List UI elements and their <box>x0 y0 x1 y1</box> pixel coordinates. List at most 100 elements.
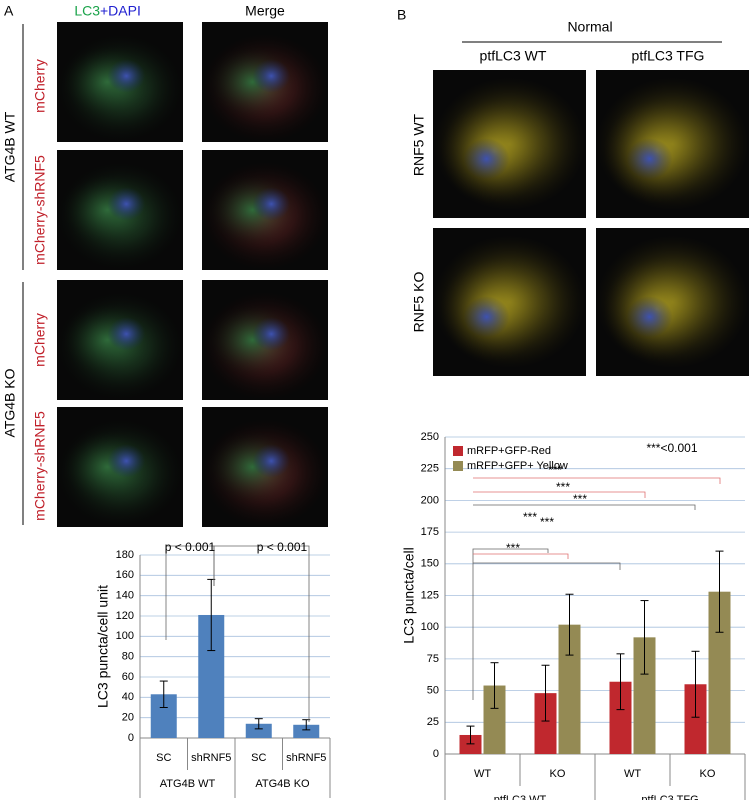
error-bar <box>616 653 625 711</box>
error-bar <box>715 550 724 633</box>
error-bar <box>254 718 263 730</box>
legend-label: mRFP+GFP+ Yellow <box>467 460 568 472</box>
panel-label: A <box>4 3 14 19</box>
annotation: p < 0.001 <box>165 540 216 554</box>
x-tick-label: WT <box>474 768 491 780</box>
header: ptfLC3 TFG <box>632 48 705 64</box>
cell <box>107 444 146 478</box>
bar <box>534 693 557 754</box>
bar <box>558 624 581 754</box>
x-tick-label: KO <box>700 768 716 780</box>
header: Merge <box>245 3 285 19</box>
y-tick-label: 75 <box>427 653 439 665</box>
group-label: ATG4B KO <box>2 368 18 437</box>
x-tick-label: WT <box>624 768 641 780</box>
x-tick-label: shRNF5 <box>191 752 231 764</box>
annotation: *** <box>556 480 570 494</box>
bracket <box>473 477 721 484</box>
row-label: mCherry-shRNF5 <box>32 155 48 265</box>
bar <box>708 591 731 754</box>
error-bar <box>565 593 574 656</box>
legend-label: mRFP+GFP-Red <box>467 445 551 457</box>
row-label: mCherry-shRNF5 <box>32 411 48 521</box>
row-label: RNF5 WT <box>411 113 427 176</box>
cell <box>463 296 510 338</box>
annotation: p < 0.001 <box>257 540 308 554</box>
cell <box>252 317 291 351</box>
cell <box>626 138 673 180</box>
y-tick-label: 20 <box>122 712 134 724</box>
y-tick-label: 25 <box>427 716 439 728</box>
bar <box>609 681 632 754</box>
y-tick-label: 80 <box>122 651 134 663</box>
y-tick-label: 160 <box>116 569 134 581</box>
y-tick-label: 125 <box>421 589 439 601</box>
error-bar <box>640 600 649 675</box>
cell <box>252 187 291 221</box>
y-tick-label: 200 <box>421 494 439 506</box>
legend-swatch <box>453 446 463 456</box>
y-tick-label: 100 <box>421 621 439 633</box>
micrographs <box>57 22 749 527</box>
y-tick-label: 50 <box>427 685 439 697</box>
y-tick-label: 40 <box>122 691 134 703</box>
bar <box>633 637 656 754</box>
error-bar <box>691 650 700 718</box>
error-bar <box>490 662 499 709</box>
y-tick-label: 175 <box>421 526 439 538</box>
y-tick-label: 100 <box>116 630 134 642</box>
cell <box>252 444 291 478</box>
y-tick-label: 180 <box>116 549 134 561</box>
bar <box>459 734 482 754</box>
group-label: ATG4B WT <box>160 778 216 790</box>
cell <box>463 138 510 180</box>
x-tick-label: shRNF5 <box>286 752 326 764</box>
y-axis-label: LC3 puncta/cell unit <box>95 585 111 708</box>
bar <box>293 724 320 738</box>
row-label: RNF5 KO <box>411 272 427 333</box>
error-bar <box>466 725 475 745</box>
annotation: ***<0.001 <box>646 441 697 455</box>
row-label: mCherry <box>32 313 48 367</box>
group-label: ATG4B WT <box>2 111 18 182</box>
group-label: ATG4B KO <box>255 778 310 790</box>
annotation: *** <box>573 492 587 506</box>
header: ptfLC3 WT <box>480 48 547 64</box>
bar <box>245 723 272 738</box>
annotation: *** <box>548 463 562 477</box>
annotation: *** <box>523 510 537 524</box>
y-tick-label: 120 <box>116 610 134 622</box>
cell <box>107 317 146 351</box>
y-tick-label: 140 <box>116 590 134 602</box>
error-bar <box>159 680 168 708</box>
cell <box>107 59 146 93</box>
bar <box>684 684 707 754</box>
bracket <box>213 545 310 722</box>
row-label: mCherry <box>32 59 48 113</box>
x-tick-label: SC <box>251 752 266 764</box>
header: Normal <box>567 19 612 35</box>
bar <box>483 685 506 754</box>
header: +DAPI <box>100 3 141 19</box>
bracket <box>473 504 696 510</box>
header: LC3 <box>74 3 100 19</box>
bracket <box>472 548 549 700</box>
cell <box>252 59 291 93</box>
y-tick-label: 250 <box>421 431 439 443</box>
panel-label: B <box>397 7 406 23</box>
x-tick-label: KO <box>550 768 566 780</box>
error-bar <box>541 664 550 722</box>
legend-swatch <box>453 461 463 471</box>
group-label: ptfLC3 WT <box>494 794 547 800</box>
cell <box>626 296 673 338</box>
bracket <box>473 562 621 570</box>
cell <box>107 187 146 221</box>
y-tick-label: 0 <box>128 732 134 744</box>
y-tick-label: 225 <box>421 463 439 475</box>
y-tick-label: 0 <box>433 748 439 760</box>
group-label: ptfLC3 TFG <box>641 794 698 800</box>
annotation: *** <box>540 515 554 529</box>
y-axis-label: LC3 puncta/cell <box>401 547 417 644</box>
bracket <box>473 553 569 559</box>
